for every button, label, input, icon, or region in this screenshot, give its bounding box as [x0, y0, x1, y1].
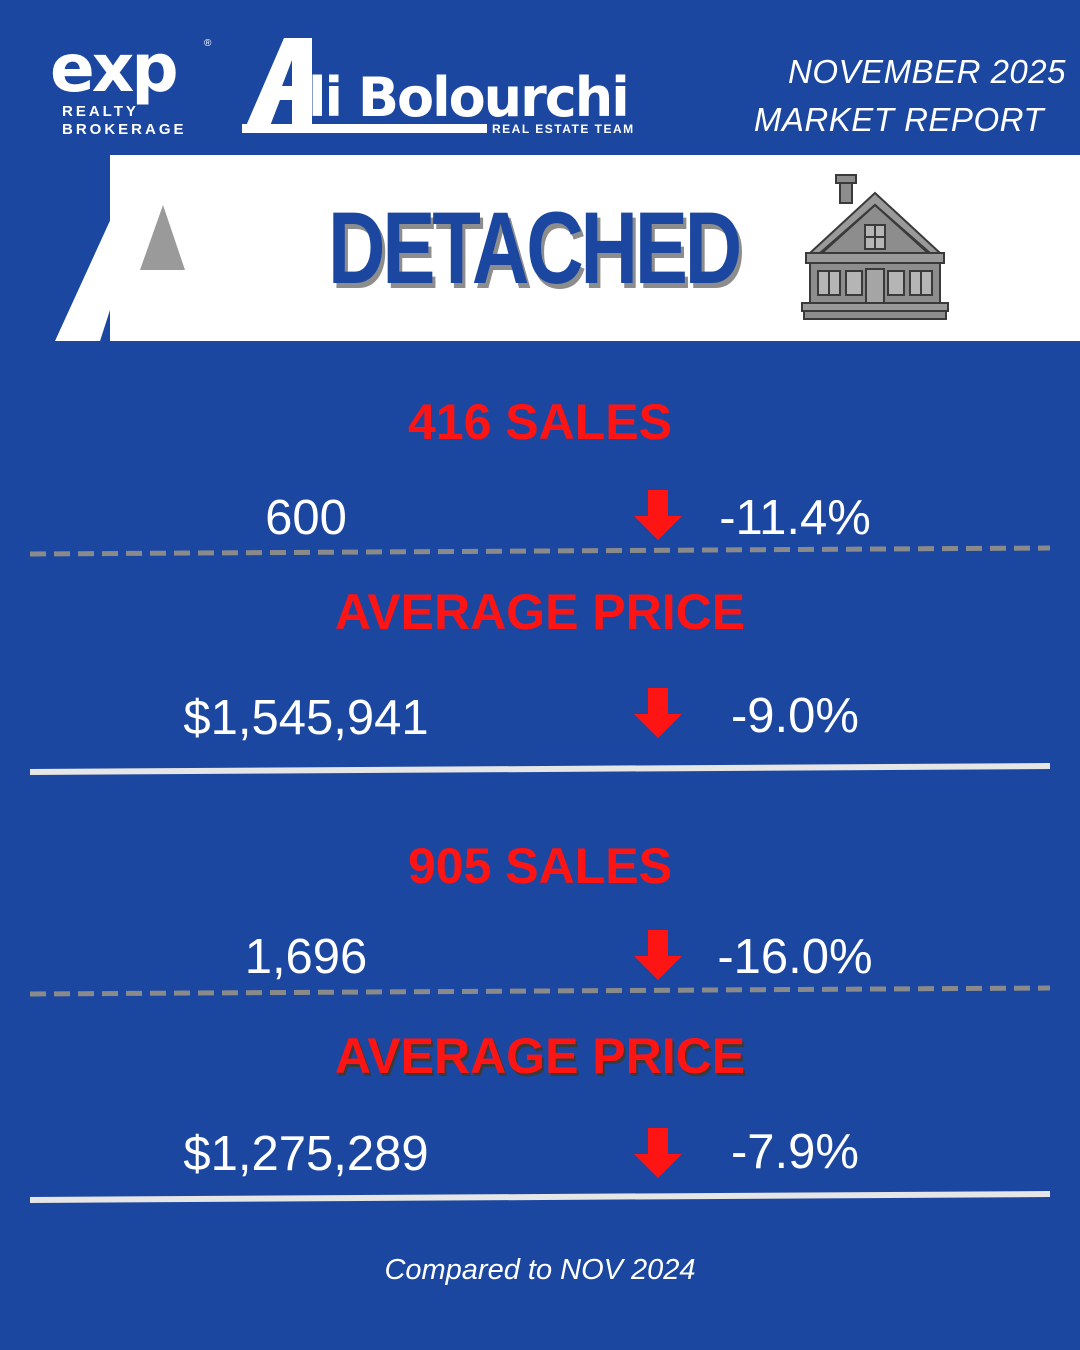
region-1-price-change: -9.0%: [730, 689, 859, 743]
report-label: MARKET REPORT: [753, 101, 1044, 138]
report-title: NOVEMBER 2025 MARKET REPORT: [754, 48, 1066, 144]
house-icon: [801, 174, 949, 320]
down-arrow-icon: [634, 930, 682, 980]
region-1-price-heading: AVERAGE PRICE: [334, 584, 746, 640]
category-title: DETACHED: [328, 191, 742, 305]
exp-logo-registered: ®: [204, 38, 212, 49]
down-arrow-icon: [634, 490, 682, 540]
team-logo-underline: [242, 124, 487, 133]
region-2-sales-change: -16.0%: [717, 930, 873, 984]
team-logo: li Bolourchi REAL ESTATE TEAM: [242, 38, 635, 138]
region-2-sales-heading: 905 SALES: [407, 838, 672, 894]
region-2-price-value: $1,275,289: [183, 1127, 429, 1181]
region-2-price-change: -7.9%: [730, 1125, 859, 1179]
category-banner: [0, 155, 1080, 341]
region-1-sales-value: 600: [265, 491, 347, 545]
region-1-sales-change: -11.4%: [719, 491, 871, 545]
team-logo-subtitle: REAL ESTATE TEAM: [492, 122, 635, 136]
team-logo-name: li Bolourchi: [308, 66, 630, 129]
region-2-sales-value: 1,696: [244, 930, 368, 984]
exp-logo-brokerage: BROKERAGE: [62, 121, 187, 138]
dashed-divider: [30, 985, 1050, 997]
solid-divider: [30, 763, 1050, 775]
region-1-sales-heading: 416 SALES: [407, 394, 672, 450]
region-1-price-value: $1,545,941: [183, 691, 429, 745]
exp-logo-mark: exp: [50, 30, 179, 107]
dashed-divider: [30, 545, 1050, 557]
comparison-note: Compared to NOV 2024: [384, 1254, 696, 1286]
exp-logo-realty: REALTY: [62, 103, 139, 120]
exp-realty-logo: exp ® REALTY BROKERAGE: [50, 36, 220, 146]
region-2-price-heading: AVERAGE PRICE: [334, 1028, 746, 1084]
team-logo-a-icon: [246, 38, 312, 126]
down-arrow-icon: [634, 688, 682, 738]
brand-a-icon: [55, 155, 193, 341]
down-arrow-icon: [634, 1128, 682, 1178]
banner-left-accent: [0, 155, 200, 341]
solid-divider: [30, 1191, 1050, 1203]
report-month: NOVEMBER 2025: [788, 53, 1066, 90]
